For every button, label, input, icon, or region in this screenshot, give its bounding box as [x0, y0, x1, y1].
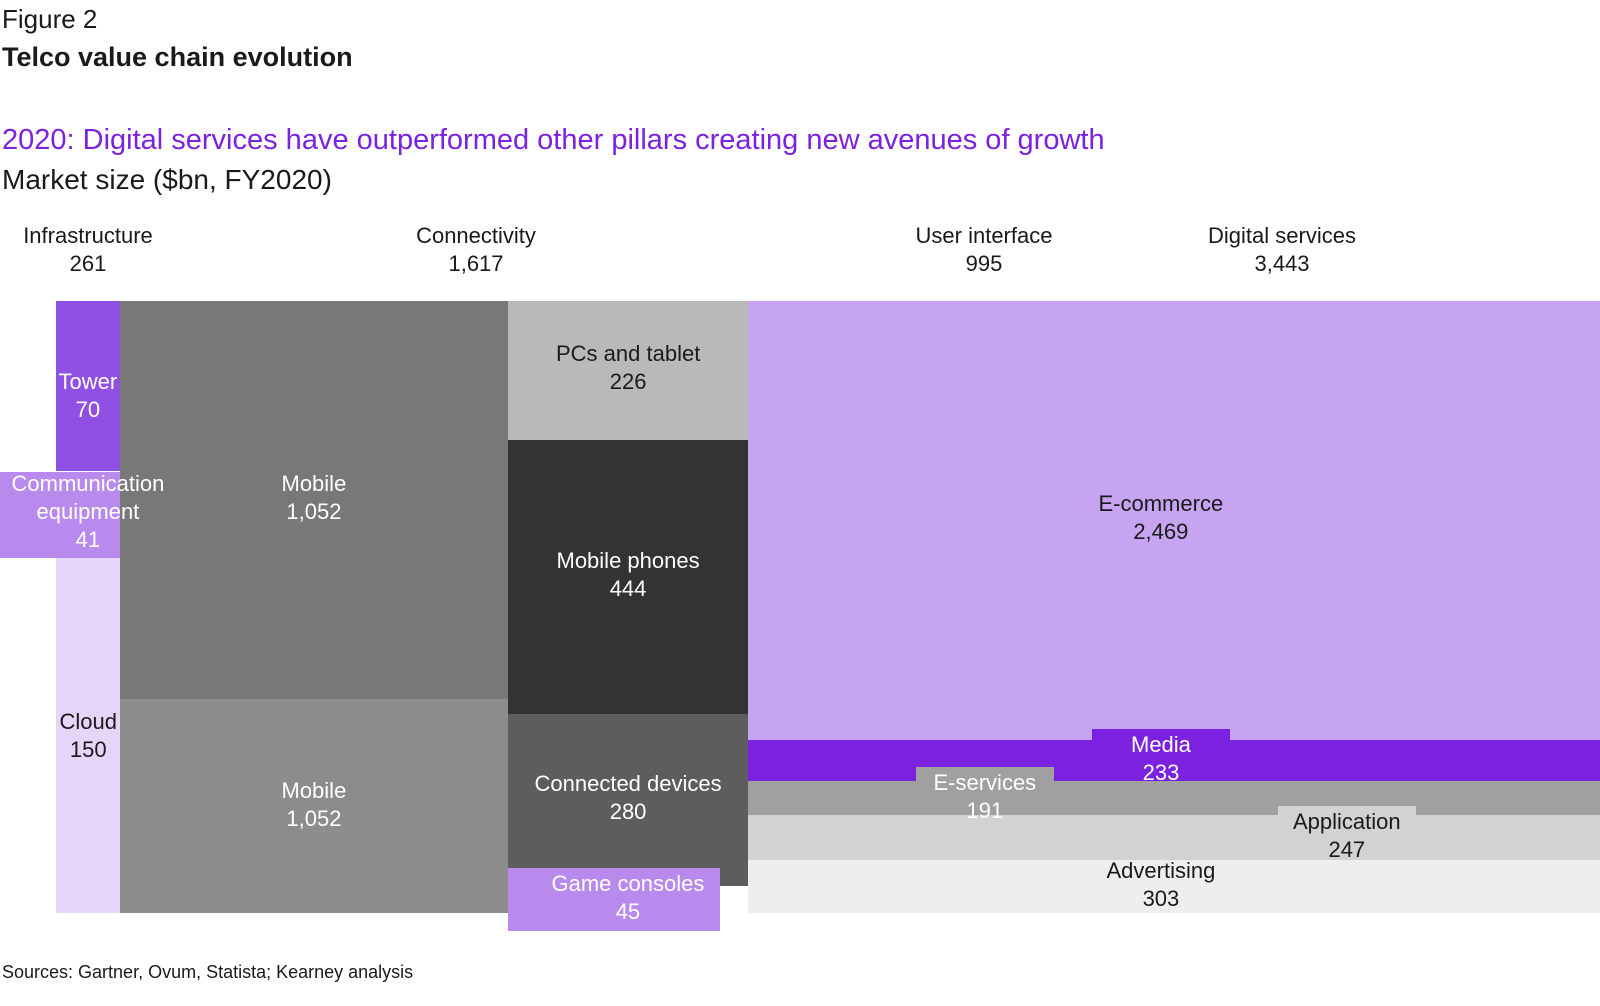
data-label-advertising: Advertising 303: [1107, 857, 1216, 913]
segment-name: equipment: [36, 499, 140, 524]
data-label-pcs-and-tablet: PCs and tablet 226: [556, 340, 700, 396]
segment-value: 70: [75, 397, 101, 422]
data-label-mobile-phones: Mobile phones 444: [557, 547, 700, 603]
segment-name: PCs and tablet: [556, 341, 701, 366]
data-label-game-consoles: Game consoles 45: [552, 870, 705, 926]
segment-name: Connected devices: [534, 771, 722, 796]
label-tab-application: [1278, 806, 1416, 868]
pillar-name: User interface: [915, 223, 1053, 248]
segment-value: 191: [966, 798, 1004, 823]
pillar-header-user-interface: User interface 995: [854, 222, 1114, 278]
pillar-value: 3,443: [1254, 251, 1310, 276]
segment-name: Media: [1131, 732, 1191, 757]
pillar-value: 995: [965, 251, 1003, 276]
chart-unit: Market size ($bn, FY2020): [2, 164, 332, 195]
segment-name: E-commerce: [1098, 491, 1224, 516]
data-label-tower: Tower 70: [59, 368, 118, 424]
data-label-application: Application 247: [1293, 808, 1401, 864]
pillar-header-connectivity: Connectivity 1,617: [346, 222, 606, 278]
chart-subtitle: 2020: Digital services have outperformed…: [2, 124, 1105, 156]
pillar-name: Infrastructure: [23, 223, 153, 248]
segment-digital-services-application-3: [748, 815, 1600, 860]
segment-name: Advertising: [1106, 858, 1216, 883]
pillar-name: Connectivity: [416, 223, 536, 248]
segment-user-interface-connected-devices-2: [508, 714, 748, 886]
data-label-connected-devices: Connected devices 280: [535, 770, 722, 826]
segment-name: Cloud: [59, 709, 117, 734]
segment-digital-services-e-services-2: [748, 781, 1600, 815]
segment-value: 444: [609, 576, 647, 601]
segment-value: 1,052: [286, 499, 342, 524]
data-label-e-commerce: E-commerce 2,469: [1099, 490, 1224, 546]
segment-value: 2,469: [1133, 519, 1189, 544]
segment-name: Application: [1293, 809, 1401, 834]
data-label-e-services: E-services 191: [934, 769, 1037, 825]
segment-value: 247: [1328, 837, 1366, 862]
sources-note: Sources: Gartner, Ovum, Statista; Kearne…: [2, 962, 414, 982]
segment-infrastructure-cloud-2: [56, 558, 120, 913]
label-tab-media: [1092, 729, 1230, 791]
segment-value: 45: [615, 899, 641, 924]
pillar-name: Digital services: [1208, 223, 1356, 248]
segment-value: 1,052: [286, 806, 342, 831]
segment-value: 41: [75, 527, 101, 552]
segment-user-interface-game-consoles-3: [508, 868, 720, 931]
segment-value: 226: [609, 369, 647, 394]
data-label-mobile: Mobile 1,052: [282, 777, 347, 833]
segment-name: Mobile: [281, 778, 347, 803]
data-label-communication-equipment: Communication equipment 41: [12, 470, 165, 554]
pillar-header-infrastructure: Infrastructure 261: [0, 222, 218, 278]
segment-digital-services-advertising-4: [748, 860, 1600, 913]
segment-digital-services-e-commerce-0: [748, 301, 1600, 740]
data-label-media: Media 233: [1131, 731, 1191, 787]
segment-name: E-services: [933, 770, 1037, 795]
segment-value: 233: [1142, 760, 1180, 785]
segment-connectivity-mobile-1: [120, 699, 508, 913]
segment-name: Mobile: [281, 471, 347, 496]
segment-name: Mobile phones: [556, 548, 700, 573]
segment-name: Communication: [11, 471, 165, 496]
segment-infrastructure-tower-0: [56, 301, 120, 471]
pillar-header-digital-services: Digital services 3,443: [1152, 222, 1412, 278]
segment-value: 280: [609, 799, 647, 824]
figure-title: Telco value chain evolution: [2, 42, 353, 72]
segment-user-interface-mobile-phones-1: [508, 440, 748, 714]
pillar-value: 1,617: [448, 251, 504, 276]
figure-label: Figure 2: [2, 4, 98, 34]
segment-value: 150: [69, 737, 107, 762]
segment-connectivity-mobile-0: [120, 301, 508, 699]
pillar-value: 261: [69, 251, 107, 276]
segment-value: 303: [1142, 886, 1180, 911]
segment-name: Game consoles: [551, 871, 705, 896]
data-label-cloud: Cloud 150: [60, 708, 117, 764]
data-label-mobile: Mobile 1,052: [282, 470, 347, 526]
segment-name: Tower: [58, 369, 118, 394]
segment-user-interface-pcs-and-tablet-0: [508, 301, 748, 440]
